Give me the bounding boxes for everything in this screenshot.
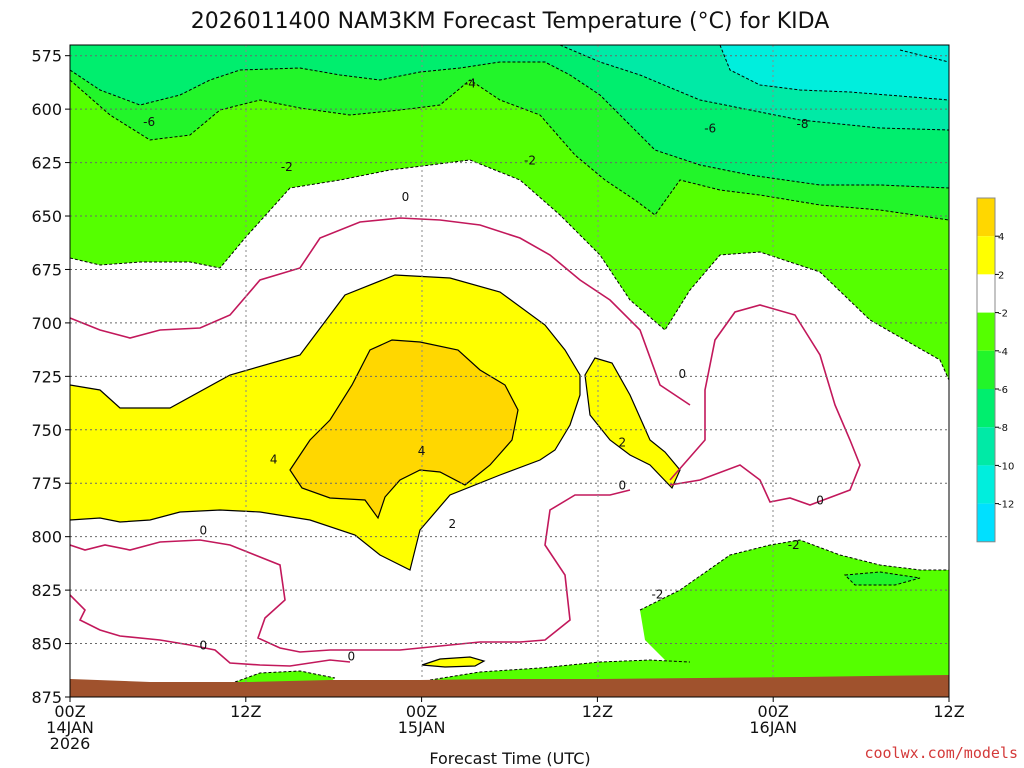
x-tick-label: 15JAN [398,718,446,737]
isotherm-minus8 [559,45,949,131]
x-tick-label: 16JAN [749,718,797,737]
x-tick-label: 00Z [758,702,789,721]
contour-label: -6 [143,115,155,129]
colorbar-label: 2 [998,270,1004,281]
colorbar-label: -10 [998,461,1014,472]
x-tick-label: 12Z [933,702,964,721]
colorbar-frame [976,197,996,543]
contour-label: 0 [679,367,687,381]
contour-label: -2 [281,160,293,174]
positive-isotherms [70,274,681,668]
x-tick-label: 12Z [582,702,613,721]
terrain-ground [70,675,949,697]
isotherm-zero-lower [70,489,631,653]
isotherm-minus12 [899,49,949,63]
isotherm-plus2-lobe [584,357,681,490]
isotherm-minus2-left [234,670,336,683]
plot-frame [69,44,950,698]
isotherm-minus2-lower-right [639,539,949,611]
colorbar-label: -2 [998,309,1008,320]
colorbar-label: -8 [998,423,1008,434]
contour-label: 2 [618,436,626,450]
contour-label: 4 [270,453,278,467]
isotherm-plus4 [289,339,519,520]
isotherm-plus2-small [421,656,486,668]
band-plus4-plus6 [290,340,518,518]
contour-label: 2 [449,517,457,531]
chart-title: 2026011400 NAM3KM Forecast Temperature (… [191,9,830,34]
band-plus2-plus4-small [422,657,484,667]
isotherm-minus2-upper [70,159,949,381]
x-tick-label: 00Z [54,702,85,721]
colorbar-band [977,465,995,504]
zero-isotherms [70,217,861,667]
colorbar-band [977,427,995,466]
y-tick-label: 850 [31,635,62,654]
contour-label: -2 [788,538,800,552]
x-tick-label: 12Z [230,702,261,721]
contour-label: -8 [797,117,809,131]
contour-label: -6 [704,121,716,135]
colorbar-band [977,503,995,542]
plot-area [70,45,949,697]
y-tick-label: 625 [31,154,62,173]
colorbar-label: -6 [998,385,1008,396]
y-tick-label: 700 [31,314,62,333]
contour-labels: -4 -6 -6 -8 -2 -2 0 0 2 4 4 0 0 2 0 -2 -2 0 0 [143,76,824,663]
y-tick-label: 650 [31,207,62,226]
isotherm-minus2-strip [429,659,691,681]
colorbar-band [977,236,995,275]
contour-label: 0 [816,493,824,507]
contour-label: 0 [199,523,207,537]
color-scale-legend: 4 2 -2 -4 -6 -8 -10 -12 [976,197,1014,543]
y-tick-label: 725 [31,367,62,386]
y-tick-label: 750 [31,421,62,440]
colorbar-band [977,274,995,313]
colorbar-label: -4 [998,347,1008,358]
colorbar-label: -12 [998,500,1014,511]
band-minus12-minus10 [720,45,949,100]
isotherm-zero-bottom-left [70,594,351,667]
x-tick-label: 00Z [406,702,437,721]
contour-label: 0 [618,478,626,492]
y-tick-label: 775 [31,474,62,493]
colorbar-band [977,312,995,351]
negative-isotherms [70,45,949,683]
horizontal-grid [70,55,949,645]
contour-label: 4 [418,444,426,458]
isotherm-plus2-main [70,274,581,571]
y-tick-label: 825 [31,581,62,600]
colorbar-band [977,198,995,237]
contour-label: -2 [651,587,663,601]
y-tick-label: 875 [31,688,62,707]
isotherm-minus6 [70,61,949,189]
x-tick-label: 14JAN [46,718,94,737]
y-tick-label: 800 [31,528,62,547]
colorbar-label: 4 [998,232,1004,243]
y-tick-label: 600 [31,100,62,119]
x-tick-label: 2026 [50,734,91,753]
isotherm-zero-right [669,304,861,506]
contour-label: -2 [524,153,536,167]
vertical-grid [245,45,774,697]
colorbar-band [977,350,995,389]
credit-text: coolwx.com/models [864,744,1018,762]
isotherm-minus10 [719,45,949,101]
band-plus2-plus4-lobe [585,358,680,488]
x-axis-label: Forecast Time (UTC) [429,749,590,768]
contour-label: 0 [347,649,355,663]
y-tick-label: 675 [31,260,62,279]
y-tick-label: 575 [31,47,62,66]
contour-label: 0 [402,190,410,204]
contour-label: 0 [199,639,207,653]
isotherm-minus4 [70,79,949,221]
isotherm-zero-main [70,217,691,406]
y-axis: 575 600 625 650 675 700 725 750 775 800 825 850 875 [31,47,70,707]
colorbar-band [977,389,995,428]
contour-label: -4 [464,76,476,90]
